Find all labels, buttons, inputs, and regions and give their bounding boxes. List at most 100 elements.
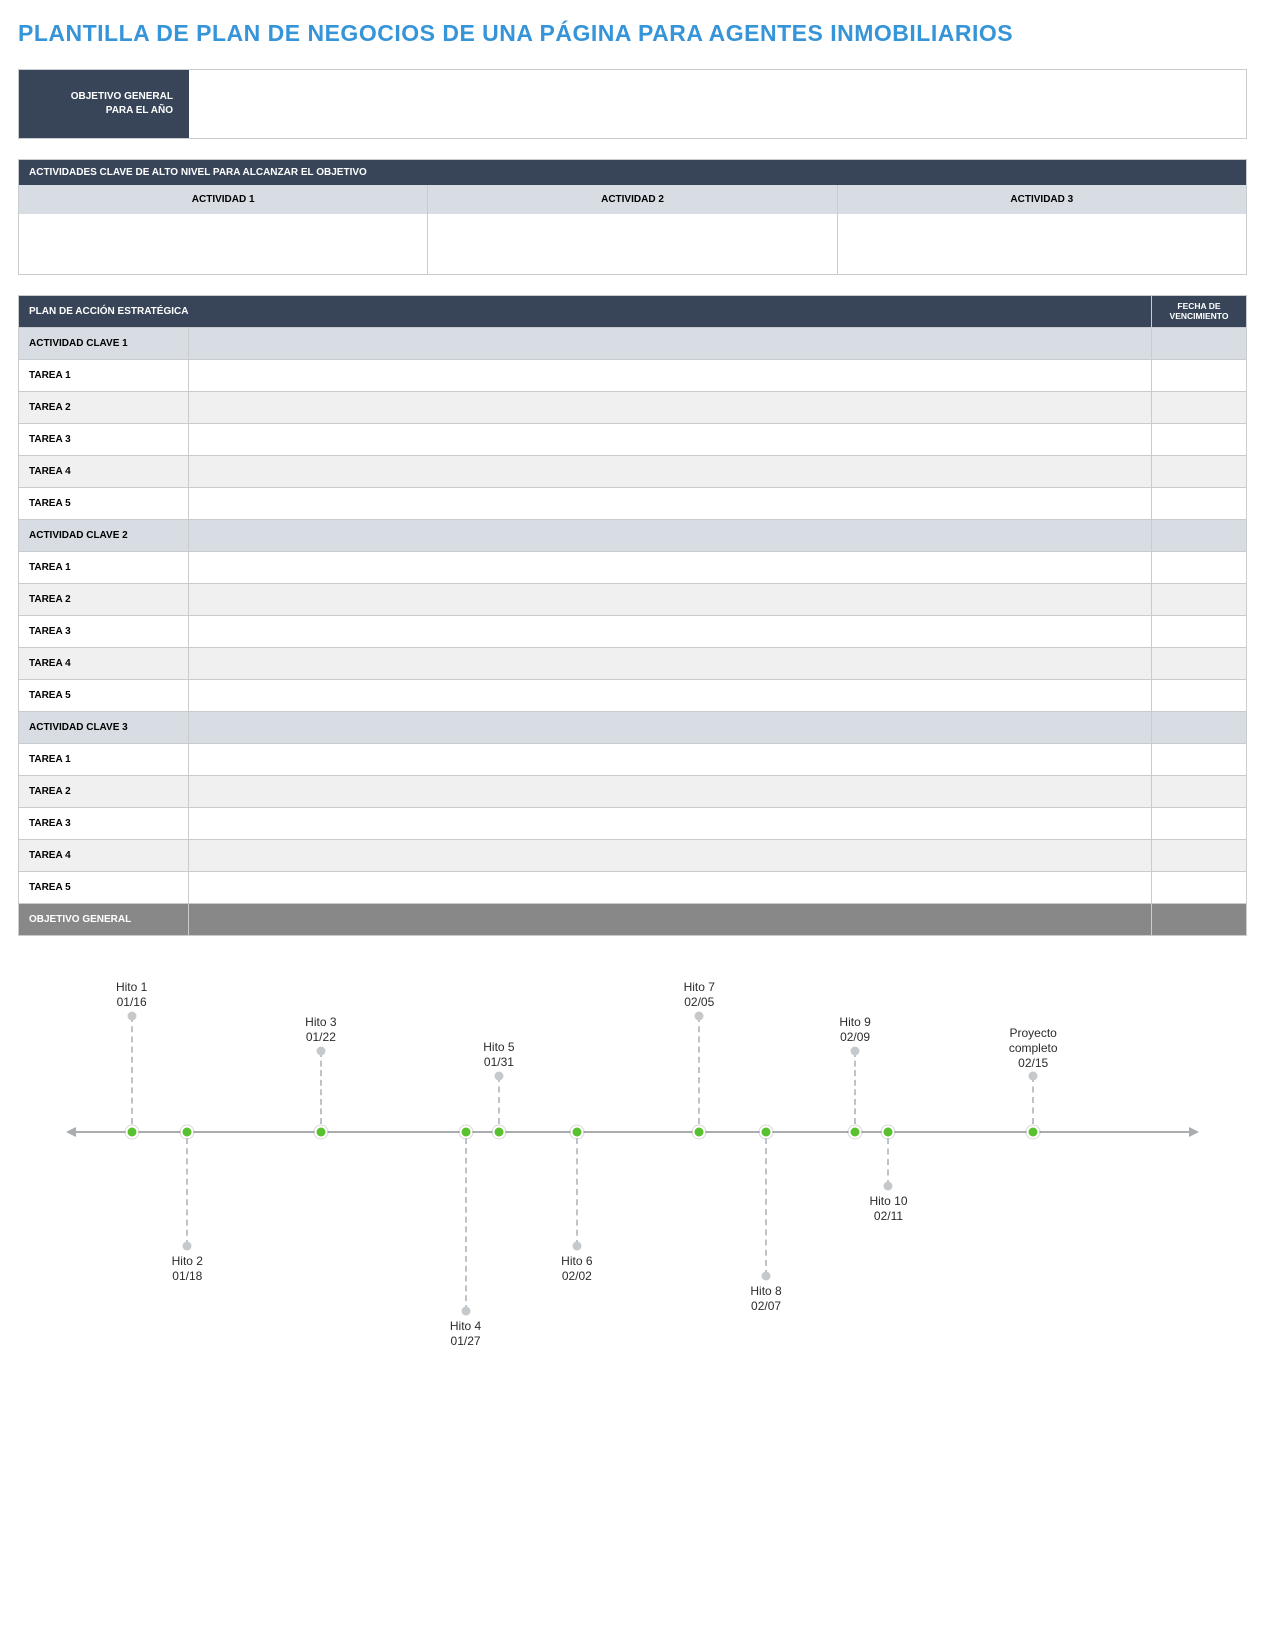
task-due[interactable] — [1152, 456, 1247, 488]
task-row: TAREA 3 — [19, 616, 1247, 648]
task-label: TAREA 4 — [19, 456, 189, 488]
task-row: TAREA 2 — [19, 392, 1247, 424]
milestone-label: Hito 602/02 — [561, 1254, 592, 1284]
task-desc[interactable] — [189, 488, 1152, 520]
milestone-leader — [465, 1138, 467, 1311]
activities-section: ACTIVIDADES CLAVE DE ALTO NIVEL PARA ALC… — [18, 159, 1247, 275]
key-activity-due[interactable] — [1152, 328, 1247, 360]
task-desc[interactable] — [189, 392, 1152, 424]
milestone-dot-icon — [125, 1126, 138, 1139]
task-due[interactable] — [1152, 488, 1247, 520]
key-activity-due[interactable] — [1152, 520, 1247, 552]
task-row: TAREA 3 — [19, 808, 1247, 840]
activity-column-headers: ACTIVIDAD 1 ACTIVIDAD 2 ACTIVIDAD 3 — [19, 185, 1246, 214]
milestone-label: Hito 501/31 — [483, 1040, 514, 1070]
task-label: TAREA 2 — [19, 392, 189, 424]
key-activity-label: ACTIVIDAD CLAVE 3 — [19, 712, 189, 744]
activity-cell-3[interactable] — [838, 214, 1246, 274]
milestone-end-dot-icon — [127, 1012, 136, 1021]
task-due[interactable] — [1152, 584, 1247, 616]
milestone-end-dot-icon — [461, 1307, 470, 1316]
milestone-end-dot-icon — [183, 1242, 192, 1251]
task-due[interactable] — [1152, 776, 1247, 808]
milestone-leader — [320, 1051, 322, 1124]
milestone-label: Hito 301/22 — [305, 1015, 336, 1045]
key-activity-row: ACTIVIDAD CLAVE 1 — [19, 328, 1247, 360]
page-title: PLANTILLA DE PLAN DE NEGOCIOS DE UNA PÁG… — [18, 20, 1247, 47]
task-row: TAREA 5 — [19, 680, 1247, 712]
plan-header-due: FECHA DE VENCIMIENTO — [1152, 296, 1247, 328]
key-activity-label: ACTIVIDAD CLAVE 2 — [19, 520, 189, 552]
timeline-arrow-left-icon — [66, 1127, 76, 1137]
activity-cell-1[interactable] — [19, 214, 428, 274]
task-desc[interactable] — [189, 456, 1152, 488]
task-desc[interactable] — [189, 616, 1152, 648]
task-desc[interactable] — [189, 776, 1152, 808]
milestone-dot-icon — [570, 1126, 583, 1139]
task-desc[interactable] — [189, 680, 1152, 712]
milestone-leader — [131, 1016, 133, 1124]
task-due[interactable] — [1152, 648, 1247, 680]
activity-col-3-header: ACTIVIDAD 3 — [838, 185, 1246, 214]
task-desc[interactable] — [189, 552, 1152, 584]
task-desc[interactable] — [189, 424, 1152, 456]
task-label: TAREA 3 — [19, 808, 189, 840]
task-desc[interactable] — [189, 808, 1152, 840]
key-activity-row: ACTIVIDAD CLAVE 2 — [19, 520, 1247, 552]
task-label: TAREA 5 — [19, 680, 189, 712]
task-due[interactable] — [1152, 872, 1247, 904]
task-row: TAREA 1 — [19, 360, 1247, 392]
task-desc[interactable] — [189, 360, 1152, 392]
task-due[interactable] — [1152, 392, 1247, 424]
milestone-label: Hito 201/18 — [172, 1254, 203, 1284]
milestone-dot-icon — [849, 1126, 862, 1139]
task-label: TAREA 2 — [19, 776, 189, 808]
task-desc[interactable] — [189, 648, 1152, 680]
plan-header-left: PLAN DE ACCIÓN ESTRATÉGICA — [19, 296, 1152, 328]
key-activity-desc[interactable] — [189, 520, 1152, 552]
task-desc[interactable] — [189, 840, 1152, 872]
milestone-end-dot-icon — [762, 1272, 771, 1281]
plan-footer-due[interactable] — [1152, 904, 1247, 936]
key-activity-due[interactable] — [1152, 712, 1247, 744]
task-desc[interactable] — [189, 872, 1152, 904]
task-due[interactable] — [1152, 424, 1247, 456]
milestone-end-dot-icon — [884, 1182, 893, 1191]
milestone-end-dot-icon — [316, 1047, 325, 1056]
milestone-dot-icon — [1027, 1126, 1040, 1139]
task-label: TAREA 2 — [19, 584, 189, 616]
task-desc[interactable] — [189, 584, 1152, 616]
task-due[interactable] — [1152, 840, 1247, 872]
task-desc[interactable] — [189, 744, 1152, 776]
milestone-dot-icon — [181, 1126, 194, 1139]
task-due[interactable] — [1152, 744, 1247, 776]
task-row: TAREA 2 — [19, 584, 1247, 616]
task-label: TAREA 5 — [19, 872, 189, 904]
milestone-label: Hito 101/16 — [116, 980, 147, 1010]
task-due[interactable] — [1152, 680, 1247, 712]
milestone-leader — [576, 1138, 578, 1246]
milestone-label: Hito 401/27 — [450, 1319, 481, 1349]
task-due[interactable] — [1152, 808, 1247, 840]
key-activity-desc[interactable] — [189, 712, 1152, 744]
milestone-leader — [186, 1138, 188, 1246]
key-activity-desc[interactable] — [189, 328, 1152, 360]
objetivo-line2: PARA EL AÑO — [106, 104, 173, 118]
activity-cell-2[interactable] — [428, 214, 837, 274]
milestone-end-dot-icon — [695, 1012, 704, 1021]
task-label: TAREA 3 — [19, 616, 189, 648]
task-due[interactable] — [1152, 552, 1247, 584]
task-row: TAREA 3 — [19, 424, 1247, 456]
milestone-timeline: Hito 101/16 Hito 201/18 Hito 301/22 Hito 40… — [18, 966, 1247, 1396]
task-due[interactable] — [1152, 360, 1247, 392]
milestone-label: Hito 802/07 — [750, 1284, 781, 1314]
plan-table: PLAN DE ACCIÓN ESTRATÉGICA FECHA DE VENC… — [18, 295, 1247, 936]
task-row: TAREA 1 — [19, 552, 1247, 584]
milestone-leader — [887, 1138, 889, 1186]
milestone-dot-icon — [314, 1126, 327, 1139]
objetivo-line1: OBJETIVO GENERAL — [71, 90, 173, 104]
task-due[interactable] — [1152, 616, 1247, 648]
plan-footer-desc[interactable] — [189, 904, 1152, 936]
objetivo-label: OBJETIVO GENERAL PARA EL AÑO — [19, 70, 189, 138]
objetivo-input-area[interactable] — [189, 70, 1246, 138]
